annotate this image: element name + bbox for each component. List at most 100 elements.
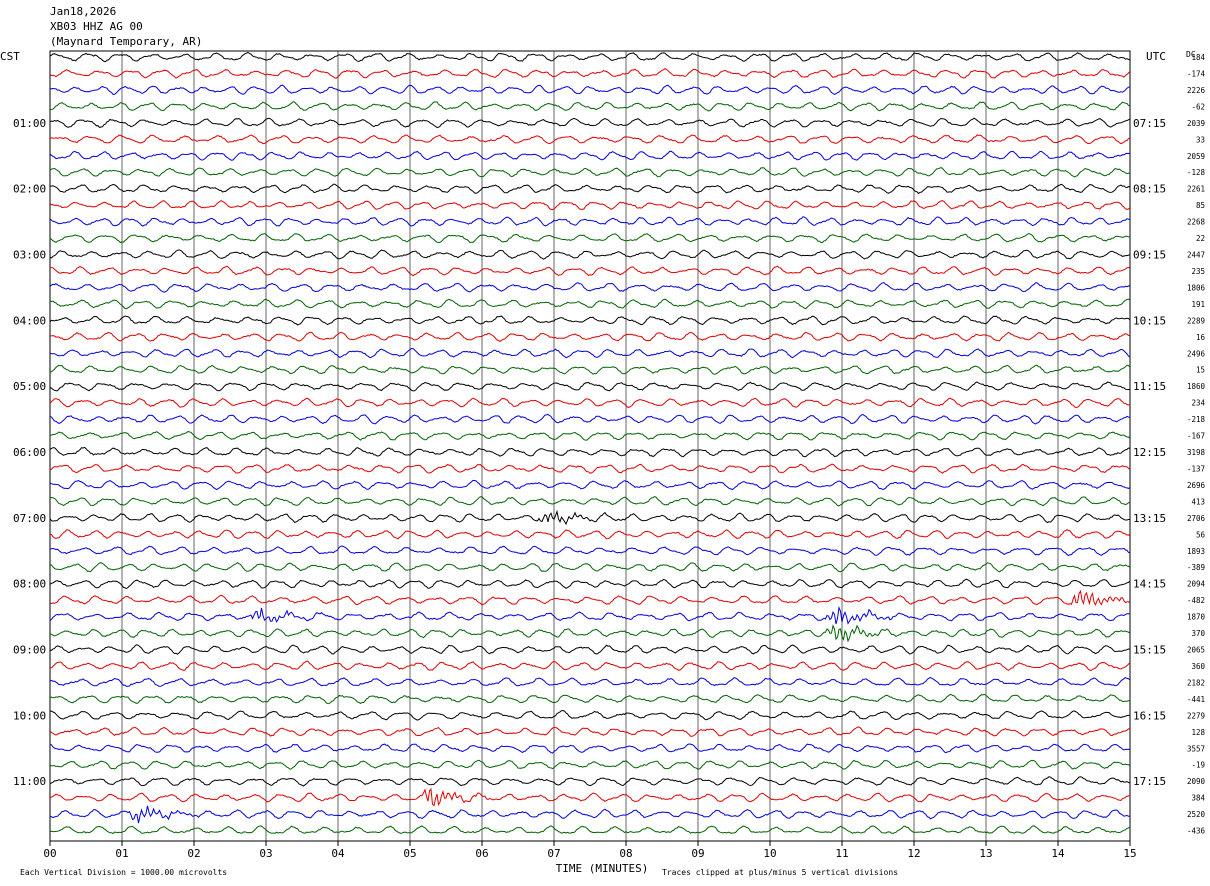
- cst-hour-label: 09:00: [13, 644, 46, 657]
- utc-hour-label: 16:15: [1133, 709, 1166, 722]
- dc-offset-label: -218: [1187, 415, 1206, 424]
- trace-1: [49, 68, 1131, 79]
- utc-hour-label: 14:15: [1133, 578, 1166, 591]
- trace-23: [49, 430, 1131, 441]
- x-tick-label: 10: [763, 847, 776, 860]
- dc-offset-label: 2447: [1187, 251, 1205, 260]
- x-tick-label: 00: [43, 847, 56, 860]
- header-station: XB03 HHZ AG 00: [50, 20, 143, 33]
- trace-38: [49, 676, 1131, 687]
- trace-15: [49, 298, 1131, 310]
- x-tick-label: 04: [331, 847, 345, 860]
- utc-hour-label: 07:15: [1133, 117, 1166, 130]
- trace-16: [49, 315, 1131, 326]
- trace-34: [49, 605, 1130, 625]
- header-location: (Maynard Temporary, AR): [50, 35, 203, 48]
- dc-offset-label: 128: [1191, 728, 1205, 737]
- dc-offset-label: 234: [1191, 399, 1205, 408]
- dc-offset-label: 2261: [1187, 185, 1205, 194]
- trace-13: [49, 265, 1131, 277]
- trace-7: [49, 167, 1131, 178]
- dc-offset-label: 413: [1191, 497, 1205, 506]
- utc-hour-label: 08:15: [1133, 183, 1166, 196]
- dc-offset-label: 22: [1196, 234, 1205, 243]
- trace-30: [49, 545, 1131, 557]
- trace-39: [49, 693, 1131, 705]
- dc-offset-label: 360: [1191, 662, 1205, 671]
- dc-offset-label: -128: [1187, 168, 1206, 177]
- x-axis-label: TIME (MINUTES): [556, 862, 649, 875]
- x-tick-label: 13: [979, 847, 992, 860]
- dc-offset-label: 2065: [1187, 646, 1205, 655]
- dc-offset-label: 2090: [1187, 777, 1206, 786]
- dc-offset-label: -62: [1191, 102, 1205, 111]
- dc-offset-label: 1860: [1187, 382, 1206, 391]
- x-tick-label: 12: [907, 847, 920, 860]
- cst-hour-label: 02:00: [13, 183, 46, 196]
- dc-offset-label: 1893: [1187, 547, 1205, 556]
- trace-31: [49, 561, 1131, 573]
- trace-36: [49, 644, 1131, 655]
- dc-offset-label: 370: [1191, 629, 1205, 638]
- dc-offset-label: 384: [1191, 794, 1205, 803]
- dc-offset-label: 2520: [1187, 810, 1206, 819]
- cst-hour-label: 08:00: [13, 578, 46, 591]
- trace-29: [49, 529, 1131, 540]
- trace-43: [49, 759, 1131, 770]
- trace-20: [49, 381, 1131, 392]
- dc-offset-label: 2706: [1187, 514, 1206, 523]
- x-tick-label: 06: [475, 847, 488, 860]
- trace-10: [49, 216, 1131, 227]
- dc-offset-label: 16: [1196, 333, 1206, 342]
- trace-5: [49, 134, 1131, 145]
- x-tick-label: 15: [1123, 847, 1136, 860]
- dc-offset-label: 2496: [1187, 349, 1206, 358]
- trace-40: [49, 710, 1131, 721]
- x-tick-label: 01: [115, 847, 128, 860]
- dc-offset-label: 2059: [1187, 152, 1205, 161]
- trace-37: [49, 660, 1131, 672]
- footer-scale-note: Each Vertical Division = 1000.00 microvo…: [20, 868, 227, 877]
- trace-47: [49, 825, 1131, 835]
- utc-hour-label: 15:15: [1133, 644, 1166, 657]
- dc-offset-label: 2696: [1187, 481, 1206, 490]
- dc-offset-label: -441: [1187, 695, 1205, 704]
- x-tick-label: 09: [691, 847, 704, 860]
- x-tick-label: 02: [187, 847, 200, 860]
- trace-32: [49, 578, 1131, 590]
- dc-offset-label: -137: [1187, 464, 1205, 473]
- utc-hour-label: 10:15: [1133, 314, 1166, 327]
- utc-hour-label: 11:15: [1133, 380, 1166, 393]
- trace-3: [49, 101, 1131, 112]
- cst-hour-label: 04:00: [13, 314, 46, 327]
- utc-hour-label: 13:15: [1133, 512, 1166, 525]
- dc-offset-label: 1870: [1187, 613, 1206, 622]
- trace-4: [49, 117, 1131, 129]
- dc-offset-label: 33: [1196, 135, 1205, 144]
- trace-42: [49, 743, 1131, 754]
- trace-21: [49, 397, 1131, 409]
- footer-clip-note: Traces clipped at plus/minus 5 vertical …: [662, 868, 898, 877]
- dc-offset-label: 2289: [1187, 316, 1205, 325]
- trace-41: [49, 726, 1131, 737]
- dc-label: DC: [1186, 50, 1196, 59]
- cst-hour-label: 10:00: [13, 709, 46, 722]
- trace-28: [49, 509, 1130, 526]
- dc-offset-label: 2182: [1187, 678, 1205, 687]
- trace-6: [49, 150, 1131, 161]
- cst-hour-label: 03:00: [13, 249, 46, 262]
- dc-offset-label: 2279: [1187, 711, 1205, 720]
- plot-frame: [49, 50, 1131, 842]
- dc-offset-label: 15: [1196, 366, 1205, 375]
- dc-offset-label: 2039: [1187, 119, 1205, 128]
- trace-25: [49, 463, 1131, 474]
- dc-offset-label: -19: [1191, 761, 1205, 770]
- trace-45: [49, 788, 1131, 807]
- trace-0: [49, 51, 1131, 63]
- trace-33: [49, 589, 1131, 606]
- trace-2: [49, 84, 1131, 95]
- dc-offset-label: 2094: [1187, 580, 1206, 589]
- utc-hour-label: 17:15: [1133, 775, 1166, 788]
- cst-hour-label: 06:00: [13, 446, 46, 459]
